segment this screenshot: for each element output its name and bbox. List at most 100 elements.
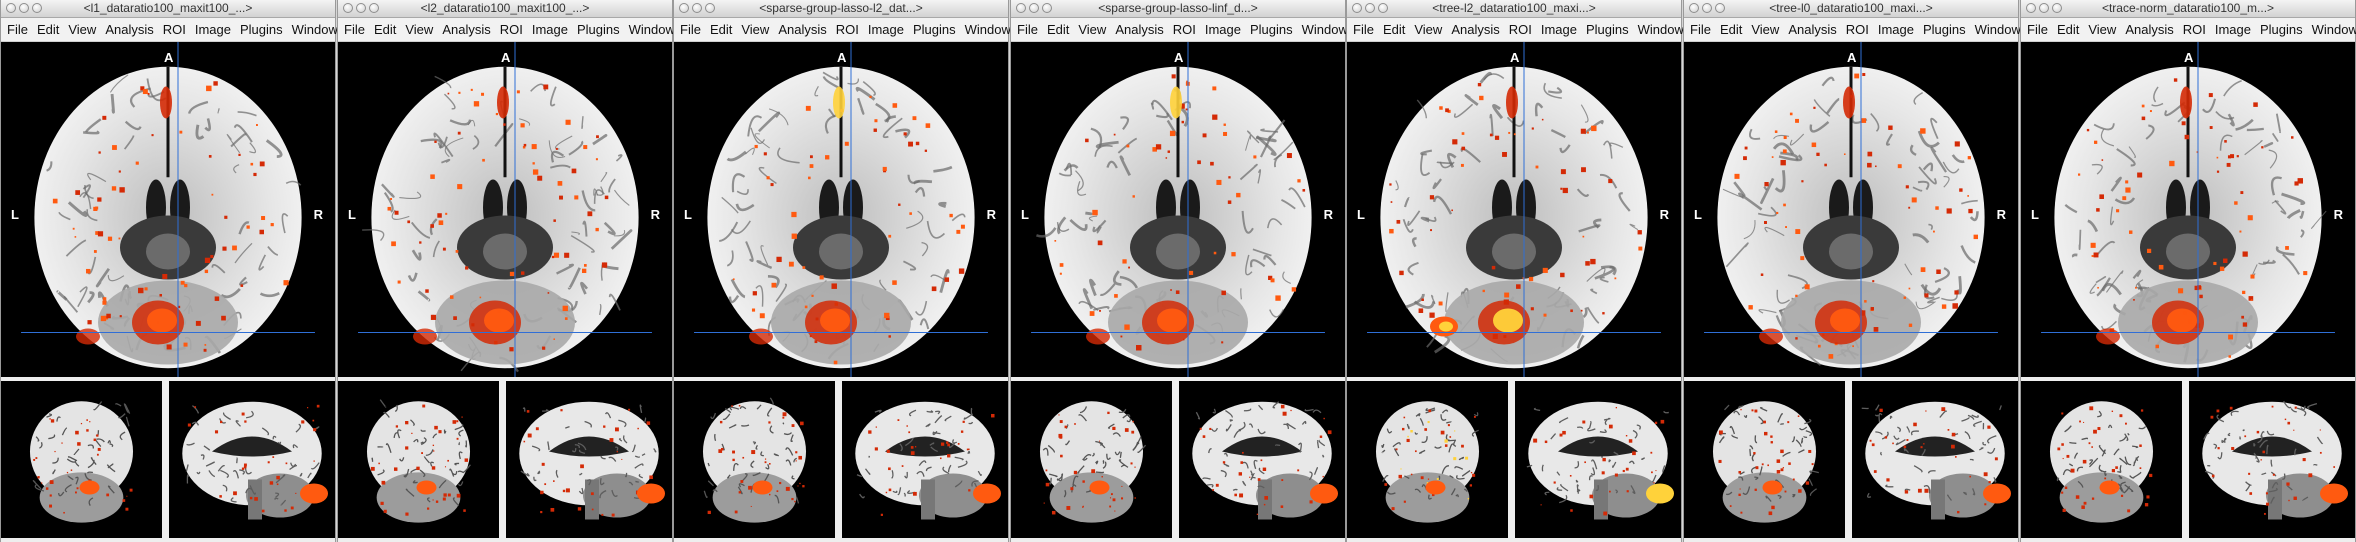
menu-item-window[interactable]: Window [1974,22,2021,37]
zoom-button[interactable] [1042,3,1052,13]
menu-item-roi[interactable]: ROI [1172,22,1196,37]
minimize-button[interactable] [356,3,366,13]
menu-item-analysis[interactable]: Analysis [1451,22,1500,37]
image-window[interactable]: <l1_dataratio100_maxit100_...> File Edit V… [0,0,338,542]
menu-item-window[interactable]: Window [964,22,1011,37]
sagittal-view[interactable] [1179,381,1345,538]
window-titlebar[interactable]: <trace-norm_dataratio100_m...> [2021,0,2355,18]
menu-item-roi[interactable]: ROI [1845,22,1869,37]
menu-item-analysis[interactable]: Analysis [105,22,154,37]
window-titlebar[interactable]: <l1_dataratio100_maxit100_...> [1,0,335,18]
menu-item-image[interactable]: Image [194,22,231,37]
coronal-view[interactable] [2021,381,2182,538]
close-button[interactable] [6,3,16,13]
menu-item-edit[interactable]: Edit [373,22,397,37]
menu-item-roi[interactable]: ROI [162,22,186,37]
menu-item-view[interactable]: View [1751,22,1780,37]
menu-item-view[interactable]: View [405,22,434,37]
window-titlebar[interactable]: <tree-l2_dataratio100_maxi...> [1347,0,1681,18]
coronal-view[interactable] [1684,381,1845,538]
menu-item-file[interactable]: File [1690,22,1711,37]
menu-item-edit[interactable]: Edit [709,22,733,37]
sagittal-view[interactable] [1515,381,1681,538]
menu-item-window[interactable]: Window [291,22,338,37]
close-button[interactable] [1352,3,1362,13]
menu-item-window[interactable]: Window [1637,22,1684,37]
close-button[interactable] [1689,3,1699,13]
menu-item-window[interactable]: Window [628,22,675,37]
close-button[interactable] [2026,3,2036,13]
menu-item-file[interactable]: File [344,22,365,37]
menu-item-image[interactable]: Image [1204,22,1241,37]
menu-item-analysis[interactable]: Analysis [2125,22,2174,37]
zoom-button[interactable] [1378,3,1388,13]
menu-item-roi[interactable]: ROI [2182,22,2206,37]
menu-item-file[interactable]: File [2027,22,2048,37]
menu-item-edit[interactable]: Edit [2056,22,2080,37]
menu-item-plugins[interactable]: Plugins [577,22,620,37]
menu-item-view[interactable]: View [741,22,770,37]
menu-item-view[interactable]: View [1078,22,1107,37]
menu-item-edit[interactable]: Edit [36,22,60,37]
zoom-button[interactable] [369,3,379,13]
image-window[interactable]: <trace-norm_dataratio100_m...> File Edit V… [2020,0,2356,542]
menu-item-plugins[interactable]: Plugins [2260,22,2303,37]
menu-item-edit[interactable]: Edit [1719,22,1743,37]
menu-item-analysis[interactable]: Analysis [778,22,827,37]
menu-item-image[interactable]: Image [531,22,568,37]
axial-view[interactable]: A L R [1684,42,2018,377]
menu-item-file[interactable]: File [1017,22,1038,37]
sagittal-view[interactable] [506,381,672,538]
minimize-button[interactable] [19,3,29,13]
zoom-button[interactable] [32,3,42,13]
coronal-view[interactable] [338,381,499,538]
close-button[interactable] [679,3,689,13]
menu-item-image[interactable]: Image [867,22,904,37]
minimize-button[interactable] [2039,3,2049,13]
menu-item-edit[interactable]: Edit [1046,22,1070,37]
menu-item-image[interactable]: Image [2214,22,2251,37]
zoom-button[interactable] [705,3,715,13]
window-titlebar[interactable]: <l2_dataratio100_maxit100_...> [338,0,672,18]
image-window[interactable]: <sparse-group-lasso-l2_dat...> File Edit V… [673,0,1011,542]
coronal-view[interactable] [1347,381,1508,538]
sagittal-view[interactable] [169,381,335,538]
menu-item-roi[interactable]: ROI [499,22,523,37]
window-titlebar[interactable]: <sparse-group-lasso-linf_d...> [1011,0,1345,18]
axial-view[interactable]: A L R [1011,42,1345,377]
minimize-button[interactable] [692,3,702,13]
minimize-button[interactable] [1365,3,1375,13]
menu-item-file[interactable]: File [1353,22,1374,37]
menu-item-analysis[interactable]: Analysis [1115,22,1164,37]
menu-item-file[interactable]: File [7,22,28,37]
zoom-button[interactable] [2052,3,2062,13]
menu-item-roi[interactable]: ROI [835,22,859,37]
close-button[interactable] [343,3,353,13]
axial-view[interactable]: A L R [1,42,335,377]
menu-item-image[interactable]: Image [1540,22,1577,37]
window-titlebar[interactable]: <sparse-group-lasso-l2_dat...> [674,0,1008,18]
window-titlebar[interactable]: <tree-l0_dataratio100_maxi...> [1684,0,2018,18]
sagittal-view[interactable] [1852,381,2018,538]
axial-view[interactable]: A L R [2021,42,2355,377]
axial-view[interactable]: A L R [1347,42,1681,377]
image-window[interactable]: <tree-l0_dataratio100_maxi...> File Edit V… [1683,0,2021,542]
minimize-button[interactable] [1029,3,1039,13]
coronal-view[interactable] [674,381,835,538]
menu-item-plugins[interactable]: Plugins [240,22,283,37]
menu-item-analysis[interactable]: Analysis [442,22,491,37]
image-window[interactable]: <l2_dataratio100_maxit100_...> File Edit V… [337,0,675,542]
menu-item-edit[interactable]: Edit [1382,22,1406,37]
menu-item-file[interactable]: File [680,22,701,37]
image-window[interactable]: <tree-l2_dataratio100_maxi...> File Edit V… [1346,0,1684,542]
image-window[interactable]: <sparse-group-lasso-linf_d...> File Edit V… [1010,0,1348,542]
menu-item-window[interactable]: Window [1301,22,1348,37]
coronal-view[interactable] [1011,381,1172,538]
menu-item-view[interactable]: View [1414,22,1443,37]
coronal-view[interactable] [1,381,162,538]
close-button[interactable] [1016,3,1026,13]
zoom-button[interactable] [1715,3,1725,13]
minimize-button[interactable] [1702,3,1712,13]
menu-item-image[interactable]: Image [1877,22,1914,37]
menu-item-plugins[interactable]: Plugins [1923,22,1966,37]
